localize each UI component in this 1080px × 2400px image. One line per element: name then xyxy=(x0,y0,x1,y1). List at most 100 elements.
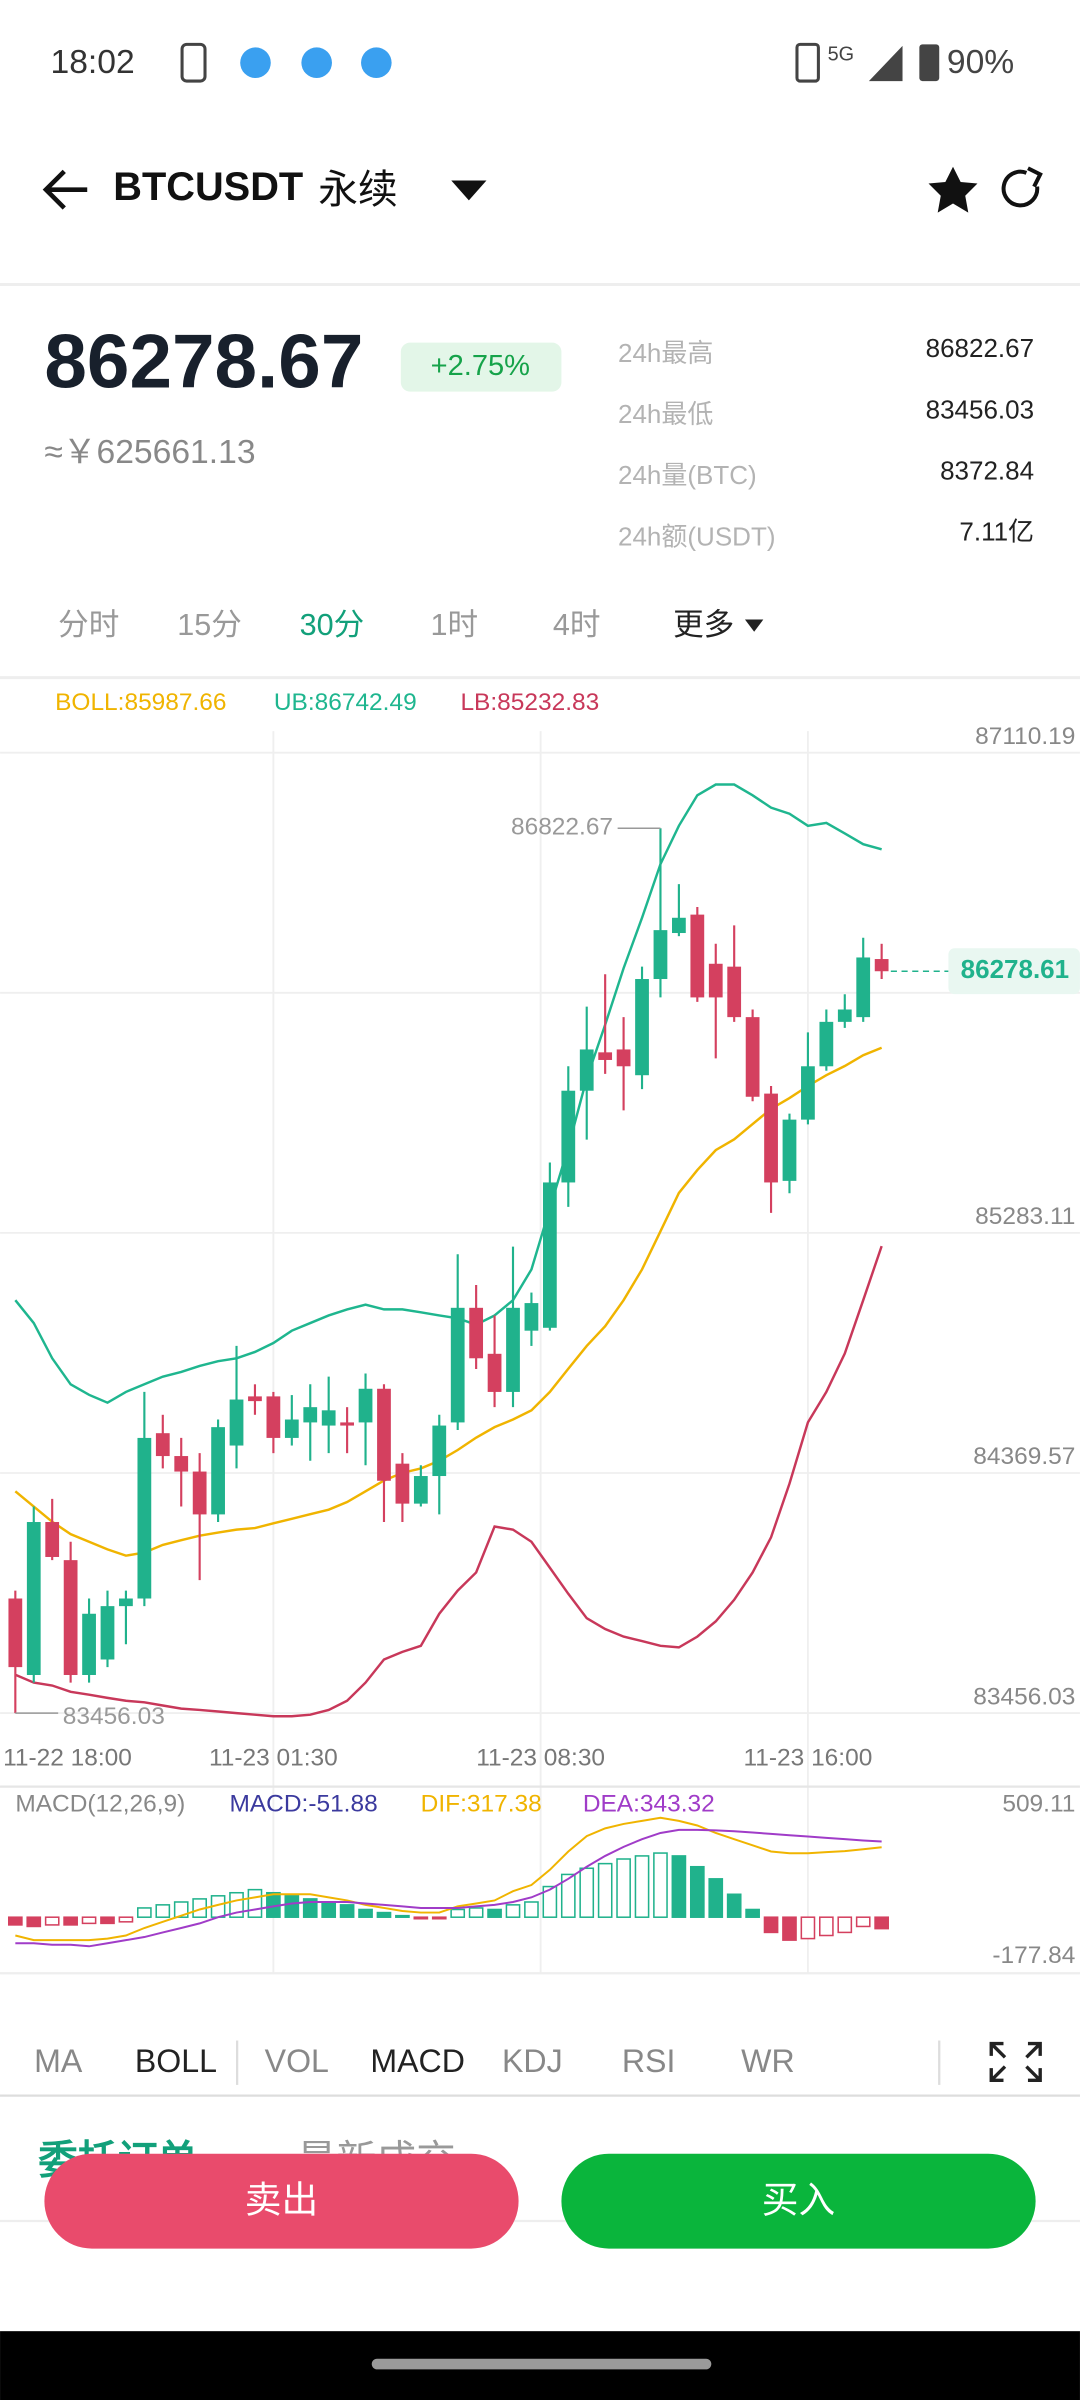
macd-bar xyxy=(874,1916,889,1930)
macd-bar xyxy=(524,1901,539,1918)
indicator-tab[interactable]: MA xyxy=(34,2043,83,2079)
stat-value: 83456.03 xyxy=(926,394,1034,424)
low-label: 83456.03 xyxy=(63,1703,165,1730)
candle-body xyxy=(192,1471,207,1515)
timeframe-tab[interactable]: 分时 xyxy=(58,608,119,642)
stat-label: 24h最高 xyxy=(618,338,713,368)
stat-value: 7.11亿 xyxy=(959,517,1034,547)
candle-body xyxy=(672,917,686,934)
y-tick-label: 85283.11 xyxy=(975,1203,1075,1230)
candle-body xyxy=(856,957,871,1018)
back-button[interactable] xyxy=(42,169,88,210)
candle-body xyxy=(690,914,705,998)
last-price-box xyxy=(948,948,1080,995)
macd-bar xyxy=(339,1904,355,1918)
last-price-label: 86278.61 xyxy=(961,954,1069,984)
candle-body xyxy=(819,1021,834,1067)
candle-body xyxy=(542,1182,557,1328)
x-tick-label: 11-23 08:30 xyxy=(476,1745,605,1772)
candle-body xyxy=(248,1396,262,1402)
macd-bar xyxy=(726,1893,742,1918)
timeframe-tab[interactable]: 30分 xyxy=(300,608,365,642)
timeframe-tabs: 分时 15分 30分 1时 4时 更多 xyxy=(58,608,764,642)
candle-body xyxy=(26,1522,41,1675)
indicator-title: MACD(12,26,9) xyxy=(15,1790,185,1817)
status-battery: 90% xyxy=(947,44,1014,81)
candle-body xyxy=(764,1093,778,1183)
macd-bar xyxy=(450,1908,466,1918)
candle-body xyxy=(119,1598,133,1607)
y-tick-label: -177.84 xyxy=(992,1942,1075,1969)
favorite-button[interactable] xyxy=(928,166,978,213)
dropdown-arrow xyxy=(744,619,764,632)
indicator-tab[interactable]: BOLL xyxy=(135,2043,217,2079)
indicator-tab[interactable]: RSI xyxy=(622,2043,676,2079)
candle-body xyxy=(524,1303,539,1331)
candle-body xyxy=(155,1433,170,1457)
price-change: +2.75% xyxy=(431,350,530,382)
fullscreen-button[interactable] xyxy=(989,2041,1042,2082)
candle-body xyxy=(635,979,649,1076)
macd-bar xyxy=(560,1873,576,1918)
macd-bar xyxy=(63,1916,78,1926)
macd-bar xyxy=(782,1916,797,1941)
macd-bar xyxy=(413,1916,429,1920)
macd-bar xyxy=(800,1916,816,1940)
legend-entry: DIF:317.38 xyxy=(421,1790,542,1817)
sell-label: 卖出 xyxy=(245,2179,318,2220)
legend-entry: UB:86742.49 xyxy=(274,689,417,716)
battery-icon xyxy=(919,44,940,82)
macd-bar xyxy=(118,1916,134,1923)
legend-entry: BOLL:85987.66 xyxy=(55,689,226,716)
macd-bar xyxy=(321,1901,337,1918)
status-icon xyxy=(301,47,332,79)
y-tick-label: 84369.57 xyxy=(973,1443,1075,1470)
candle-body xyxy=(321,1410,336,1426)
macd-bar xyxy=(395,1914,410,1918)
indicator-tab[interactable]: VOL xyxy=(265,2043,329,2079)
share-button[interactable] xyxy=(1001,166,1043,208)
candle-body xyxy=(727,966,742,1018)
timeframe-tab[interactable]: 更多 xyxy=(673,608,734,642)
macd-bar xyxy=(44,1916,60,1926)
candle-body xyxy=(413,1476,428,1504)
candle-body xyxy=(395,1463,410,1504)
indicator-tab[interactable]: KDJ xyxy=(502,2043,563,2079)
contract-type: 永续 xyxy=(318,168,398,212)
candle-body xyxy=(874,959,889,972)
candle-body xyxy=(358,1388,373,1423)
buy-button[interactable] xyxy=(561,2153,1036,2249)
candle-body xyxy=(708,963,723,998)
timeframe-tab[interactable]: 1时 xyxy=(431,608,479,642)
y-tick-label: 83456.03 xyxy=(973,1683,1075,1710)
macd-bar xyxy=(616,1858,631,1918)
y-tick-label: 87110.19 xyxy=(975,723,1075,750)
candle-body xyxy=(579,1049,594,1091)
last-price: 86278.67 xyxy=(44,319,363,404)
macd-bar xyxy=(284,1895,300,1918)
candle-body xyxy=(432,1425,447,1477)
macd-bar xyxy=(358,1908,373,1918)
macd-bar xyxy=(855,1916,871,1928)
indicator-tab[interactable]: MACD xyxy=(370,2043,465,2079)
candle-body xyxy=(450,1307,465,1423)
candle-body xyxy=(266,1396,281,1438)
macd-line xyxy=(15,1816,882,1942)
indicator-tab[interactable]: WR xyxy=(741,2043,795,2079)
symbol-dropdown[interactable] xyxy=(451,180,487,201)
timeframe-tab[interactable]: 15分 xyxy=(177,608,242,642)
home-indicator[interactable] xyxy=(371,2358,712,2370)
macd-bar xyxy=(579,1867,595,1918)
status-icon xyxy=(795,42,820,83)
candle-body xyxy=(487,1353,502,1392)
status-icon xyxy=(240,47,271,79)
macd-bar xyxy=(302,1898,318,1918)
macd-bar xyxy=(745,1908,760,1918)
stat-label: 24h最低 xyxy=(618,399,713,429)
legend-entry: DEA:343.32 xyxy=(583,1790,715,1817)
plot-area xyxy=(8,783,889,1718)
sell-button[interactable] xyxy=(44,2153,519,2249)
x-tick-label: 11-23 16:00 xyxy=(744,1745,873,1772)
x-tick-label: 11-23 01:30 xyxy=(209,1745,338,1772)
timeframe-tab[interactable]: 4时 xyxy=(553,608,601,642)
